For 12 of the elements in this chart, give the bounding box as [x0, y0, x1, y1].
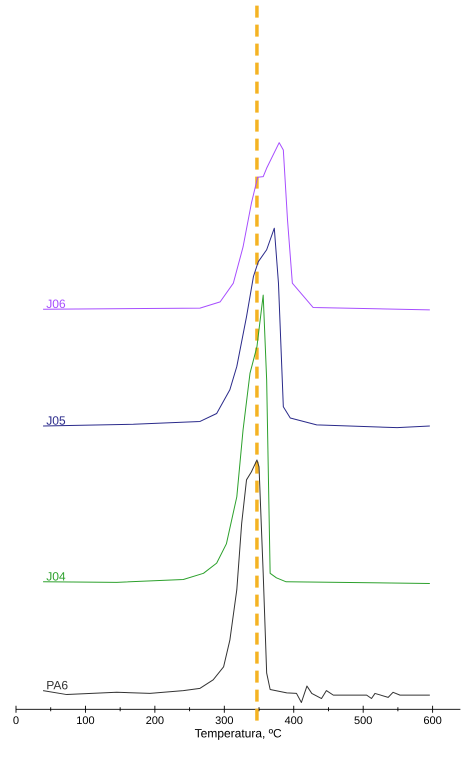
- x-axis-title: Temperatura, ºC: [194, 728, 282, 740]
- x-tick-label: 300: [216, 716, 234, 724]
- series-label: PA6: [47, 680, 68, 690]
- x-tick-label: 600: [424, 716, 442, 724]
- x-tick-label: 200: [146, 716, 164, 724]
- series-label: J06: [46, 300, 66, 308]
- x-tick-label: 400: [284, 716, 302, 724]
- x-tick-label: 500: [354, 716, 372, 724]
- series-label: J04: [46, 572, 66, 581]
- x-tick-label: 0: [13, 716, 19, 724]
- x-tick-label: 100: [77, 716, 94, 724]
- series-label: J05: [46, 416, 66, 425]
